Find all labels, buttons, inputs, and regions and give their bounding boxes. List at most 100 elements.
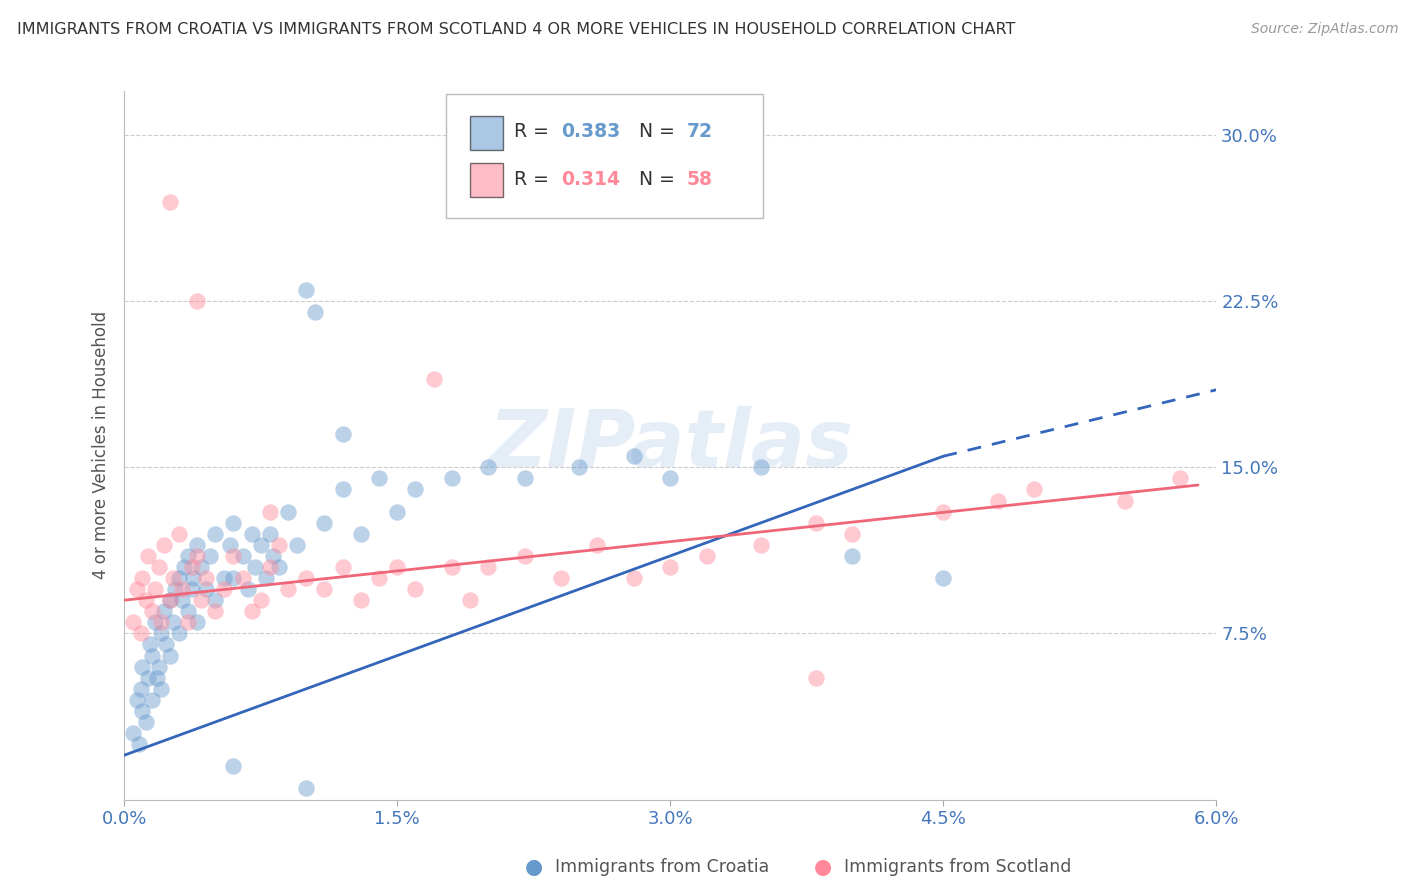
Point — [1168, 471, 1191, 485]
Point — [143, 615, 166, 630]
Point — [190, 560, 212, 574]
Point — [146, 671, 169, 685]
Point — [350, 593, 373, 607]
Point — [659, 560, 682, 574]
Text: 72: 72 — [686, 121, 713, 141]
Point — [314, 582, 336, 596]
Point — [198, 549, 221, 563]
Point — [231, 549, 253, 563]
Point — [183, 571, 205, 585]
Point — [172, 593, 194, 607]
Point — [165, 582, 187, 596]
Point — [162, 571, 184, 585]
Point — [422, 372, 444, 386]
Point — [623, 449, 645, 463]
Point — [162, 615, 184, 630]
Point — [332, 560, 354, 574]
Point — [277, 505, 299, 519]
Point — [167, 526, 190, 541]
Point — [1114, 493, 1136, 508]
Point — [149, 615, 172, 630]
Point — [222, 549, 245, 563]
Text: N =: N = — [627, 169, 681, 189]
Point — [180, 560, 202, 574]
Point — [222, 516, 245, 530]
Point — [135, 593, 157, 607]
Point — [159, 593, 181, 607]
Point — [804, 671, 827, 685]
Y-axis label: 4 or more Vehicles in Household: 4 or more Vehicles in Household — [93, 311, 110, 579]
Point — [177, 615, 200, 630]
Point — [285, 538, 308, 552]
Text: ●: ● — [814, 857, 831, 877]
FancyBboxPatch shape — [471, 163, 503, 197]
Point — [550, 571, 572, 585]
Point — [749, 538, 772, 552]
Point — [204, 604, 226, 618]
Point — [231, 571, 253, 585]
Point — [440, 560, 463, 574]
Point — [129, 681, 152, 696]
Point — [245, 560, 267, 574]
Point — [932, 505, 955, 519]
Point — [350, 526, 373, 541]
Point — [277, 582, 299, 596]
Point — [218, 538, 240, 552]
Point — [696, 549, 718, 563]
Text: 0.314: 0.314 — [561, 169, 620, 189]
Point — [125, 693, 148, 707]
Point — [186, 538, 208, 552]
Point — [267, 560, 290, 574]
Point — [240, 604, 263, 618]
Point — [259, 505, 281, 519]
Point — [841, 526, 863, 541]
Point — [841, 549, 863, 563]
Point — [586, 538, 609, 552]
Point — [254, 571, 277, 585]
Point — [153, 604, 176, 618]
Point — [138, 638, 160, 652]
Point — [136, 549, 159, 563]
Text: N =: N = — [627, 121, 681, 141]
Point — [987, 493, 1010, 508]
Point — [155, 638, 177, 652]
Point — [458, 593, 481, 607]
Point — [368, 471, 391, 485]
Point — [204, 593, 226, 607]
Point — [141, 604, 163, 618]
Point — [304, 305, 326, 319]
Point — [368, 571, 391, 585]
Point — [263, 549, 285, 563]
Text: Immigrants from Croatia: Immigrants from Croatia — [555, 858, 769, 876]
Point — [131, 704, 153, 718]
Point — [332, 483, 354, 497]
FancyBboxPatch shape — [471, 116, 503, 150]
Point — [204, 526, 226, 541]
Point — [659, 471, 682, 485]
Point — [240, 526, 263, 541]
Point — [387, 560, 409, 574]
Point — [440, 471, 463, 485]
Point — [477, 460, 499, 475]
Point — [568, 460, 591, 475]
Point — [222, 759, 245, 773]
Point — [186, 549, 208, 563]
Point — [143, 582, 166, 596]
Point — [141, 693, 163, 707]
Point — [153, 538, 176, 552]
Text: 0.383: 0.383 — [561, 121, 620, 141]
Point — [131, 659, 153, 673]
Point — [195, 582, 218, 596]
Text: R =: R = — [515, 169, 555, 189]
Point — [513, 549, 536, 563]
Point — [135, 714, 157, 729]
Point — [148, 560, 170, 574]
Point — [623, 571, 645, 585]
Point — [122, 615, 145, 630]
Point — [314, 516, 336, 530]
Point — [167, 626, 190, 640]
Point — [159, 194, 181, 209]
Text: Immigrants from Scotland: Immigrants from Scotland — [844, 858, 1071, 876]
Point — [131, 571, 153, 585]
Point — [149, 626, 172, 640]
